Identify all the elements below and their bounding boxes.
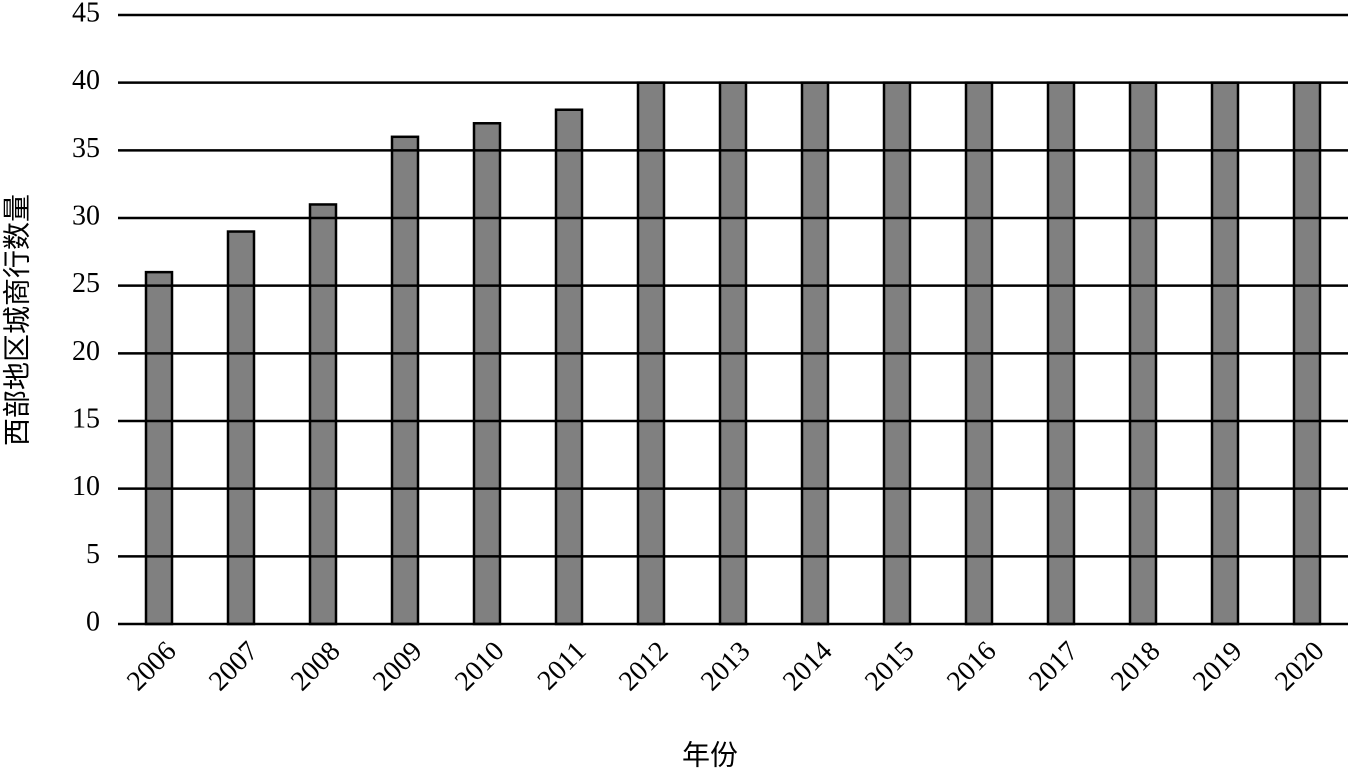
y-tick-label: 20 [72, 336, 100, 367]
y-tick-label: 0 [86, 606, 100, 637]
bar [472, 122, 502, 626]
x-tick-label: 2013 [695, 636, 757, 698]
bar [226, 230, 256, 626]
x-tick-label: 2015 [859, 636, 921, 698]
y-tick-label: 5 [86, 539, 100, 570]
y-tick-label: 15 [72, 403, 100, 434]
x-tick-label: 2012 [613, 636, 675, 698]
x-tick-label: 2007 [203, 636, 265, 698]
x-axis-label: 年份 [682, 739, 738, 771]
y-tick-label: 10 [72, 471, 100, 502]
x-tick-label: 2009 [367, 636, 429, 698]
x-tick-label: 2017 [1023, 636, 1085, 698]
x-tick-label: 2006 [121, 636, 183, 698]
bar [554, 108, 584, 626]
bar [144, 270, 174, 626]
x-tick-label: 2019 [1187, 636, 1249, 698]
x-tick-label: 2016 [941, 636, 1003, 698]
y-tick-label: 35 [72, 133, 100, 164]
y-axis-label: 西部地区城商行数量 [1, 194, 33, 446]
y-tick-label: 30 [72, 200, 100, 231]
x-tick-label: 2020 [1269, 636, 1331, 698]
x-tick-label: 2008 [285, 636, 347, 698]
y-tick-label: 25 [72, 268, 100, 299]
x-tick-label: 2010 [449, 636, 511, 698]
x-tick-label: 2011 [532, 636, 593, 697]
x-tick-label: 2018 [1105, 636, 1167, 698]
bar [308, 203, 338, 626]
bar [390, 135, 420, 626]
y-tick-label: 40 [72, 65, 100, 96]
y-tick-label: 45 [72, 0, 100, 28]
x-tick-label: 2014 [777, 636, 839, 698]
